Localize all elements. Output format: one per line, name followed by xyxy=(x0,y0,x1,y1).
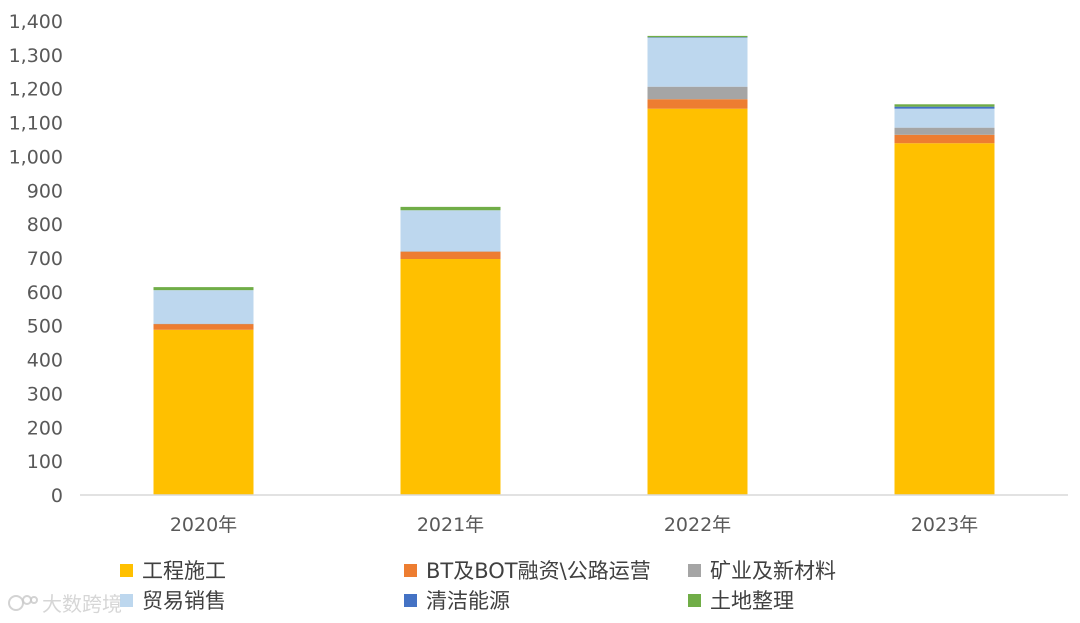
bar-segment xyxy=(894,143,995,495)
watermark: 大数跨境 xyxy=(8,588,122,617)
bar-segment xyxy=(153,287,254,291)
y-tick-label: 1,300 xyxy=(9,45,63,67)
y-axis: 0 100 200 300 400 500 600 700 800 900 1,000 1,100 1,… xyxy=(9,11,63,507)
y-tick-label: 800 xyxy=(27,214,63,236)
x-tick-label: 2020年 xyxy=(170,514,237,536)
y-tick-label: 1,100 xyxy=(9,113,63,135)
bar-segment xyxy=(153,323,254,325)
y-tick-label: 600 xyxy=(27,282,63,304)
bar-segment xyxy=(400,251,501,260)
bar-segment xyxy=(400,251,501,252)
bars xyxy=(153,35,995,495)
bar-segment xyxy=(647,99,748,109)
bar-segment xyxy=(400,259,501,495)
y-tick-label: 700 xyxy=(27,248,63,270)
y-tick-label: 900 xyxy=(27,180,63,202)
watermark-logo-icon xyxy=(8,594,38,611)
y-tick-label: 200 xyxy=(27,417,63,439)
y-tick-label: 1,400 xyxy=(9,11,63,33)
y-tick-label: 400 xyxy=(27,350,63,372)
bar-segment xyxy=(894,104,995,107)
y-tick-label: 300 xyxy=(27,383,63,405)
x-tick-label: 2023年 xyxy=(911,514,978,536)
x-axis: 2020年 2021年 2022年 2023年 xyxy=(170,514,978,536)
bar-segment xyxy=(153,329,254,495)
bar-segment xyxy=(647,37,748,87)
bar-segment xyxy=(894,134,995,144)
watermark-text: 大数跨境 xyxy=(42,592,122,616)
bar-segment xyxy=(153,324,254,330)
bar-segment xyxy=(647,37,748,38)
x-tick-label: 2022年 xyxy=(664,514,731,536)
bar-segment xyxy=(400,210,501,252)
bar-segment xyxy=(647,108,748,495)
bar-segment xyxy=(647,86,748,100)
bar-segment xyxy=(894,106,995,109)
y-tick-label: 1,200 xyxy=(9,79,63,101)
bar-segment xyxy=(647,35,748,38)
y-tick-label: 100 xyxy=(27,451,63,473)
x-tick-label: 2021年 xyxy=(417,514,484,536)
y-tick-label: 1,000 xyxy=(9,146,63,168)
bar-segment xyxy=(894,127,995,135)
bar-segment xyxy=(400,206,501,211)
bar-segment xyxy=(894,108,995,128)
bar-segment xyxy=(153,290,254,324)
y-tick-label: 500 xyxy=(27,316,63,338)
y-tick-label: 0 xyxy=(51,485,63,507)
